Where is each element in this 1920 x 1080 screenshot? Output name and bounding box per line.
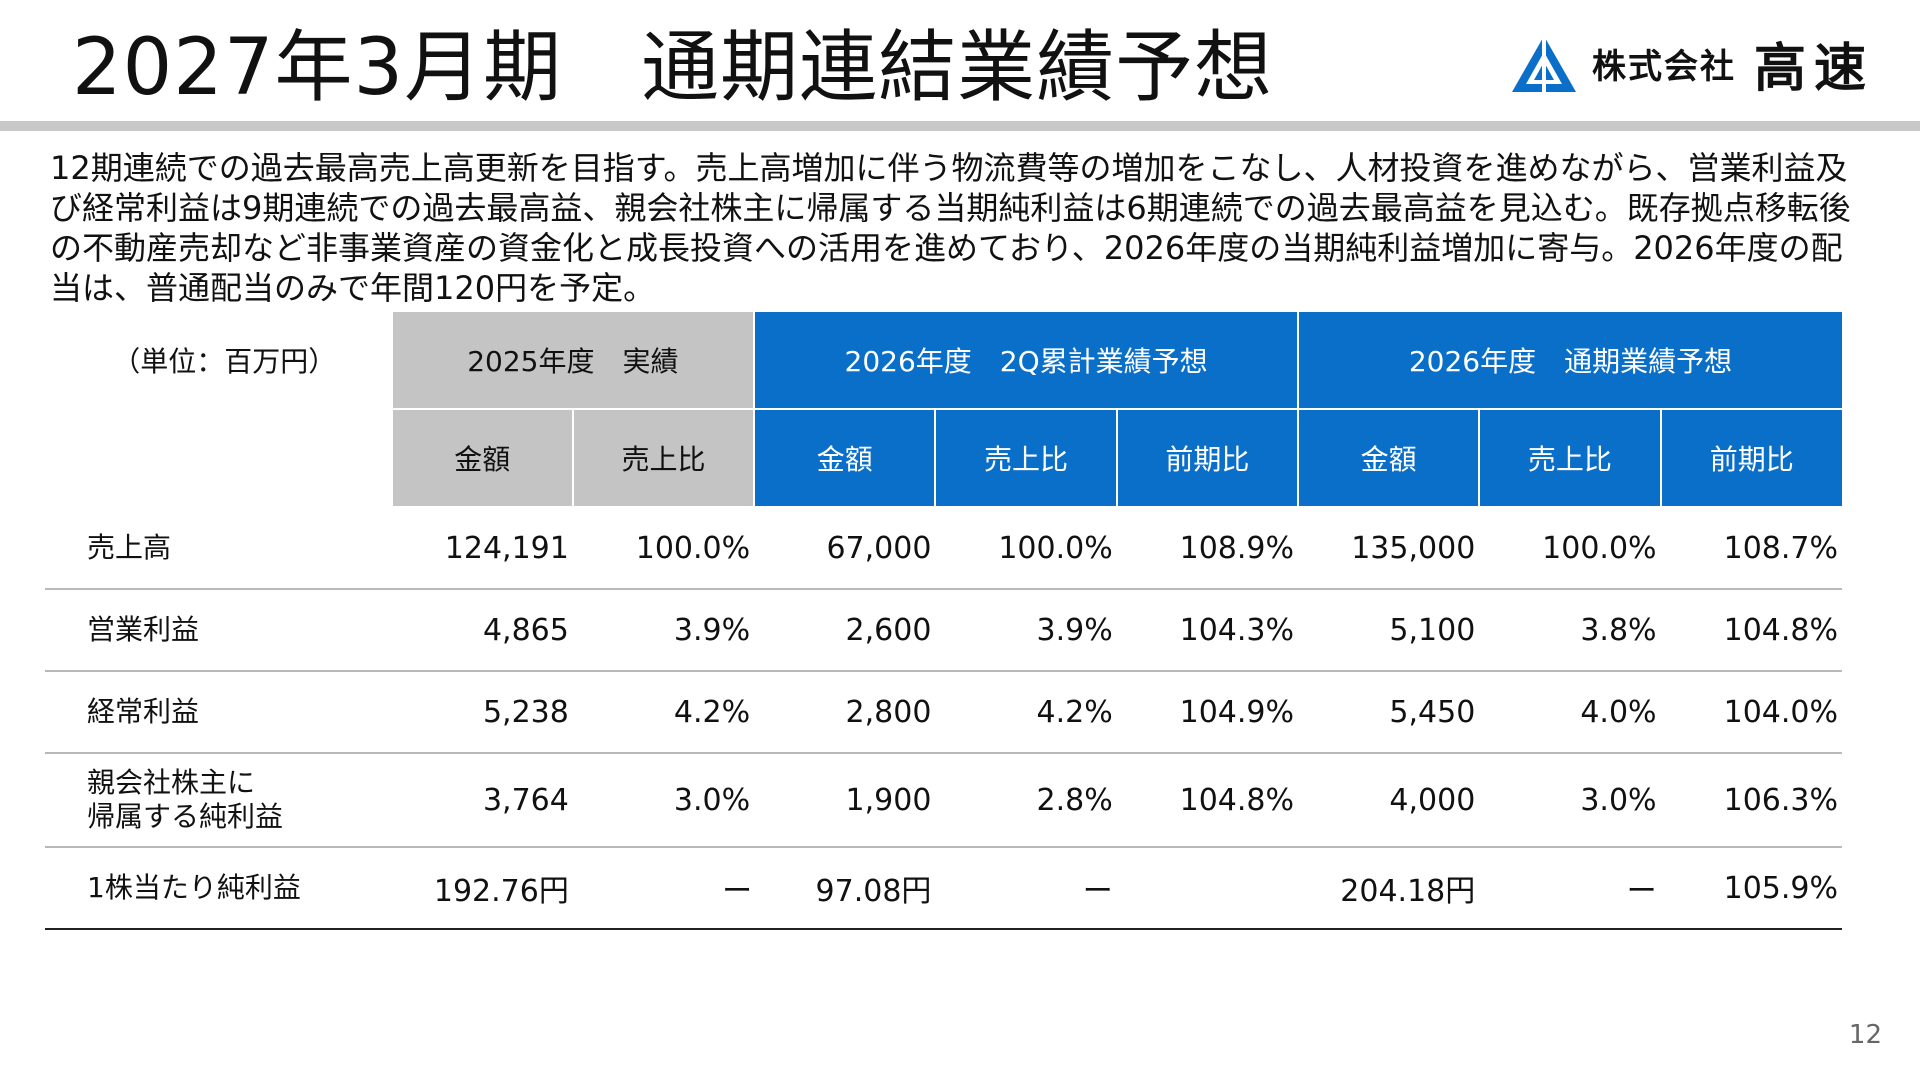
unit-label: （単位：百万円） (44, 312, 392, 410)
table-cell: 104.0% (1660, 671, 1842, 754)
table-cell: 106.3% (1660, 753, 1842, 848)
row-label: 親会社株主に 帰属する純利益 (45, 753, 392, 848)
table-cell: 4.2% (935, 671, 1117, 754)
row-label: 営業利益 (45, 589, 392, 672)
table-cell (1116, 847, 1298, 930)
table-cell: 3.0% (572, 753, 755, 848)
page-number: 12 (1848, 1020, 1882, 1050)
table-cell: 3.0% (1479, 753, 1661, 848)
col-header-sales-ratio: 売上比 (571, 409, 755, 508)
table-cell: 104.9% (1116, 671, 1298, 754)
table-cell: 105.9% (1660, 847, 1842, 930)
table-cell: ー (1479, 847, 1661, 930)
col-header-sales-ratio: 売上比 (1478, 409, 1661, 508)
table-cell: 104.8% (1660, 589, 1842, 672)
header-blank (44, 409, 392, 508)
table-cell: 4,865 (391, 589, 573, 672)
title-divider (0, 121, 1920, 131)
row-label: 1株当たり純利益 (45, 847, 392, 930)
group-header-2q-forecast: 2026年度 2Q累計業績予想 (753, 312, 1298, 410)
row-label: 売上高 (45, 507, 392, 590)
table-cell: 104.8% (1116, 753, 1298, 848)
table-row-net-income: 親会社株主に 帰属する純利益 3,764 3.0% 1,900 2.8% 104… (45, 753, 1842, 848)
table-cell: 3.9% (935, 589, 1117, 672)
page-title: 2027年3月期 通期連結業績予想 (72, 23, 1274, 113)
table-cell: 2,600 (754, 589, 936, 672)
forecast-table: （単位：百万円） 2025年度 実績 2026年度 2Q累計業績予想 2026年… (44, 312, 1842, 930)
forecast-summary: 12期連続での過去最高売上高更新を目指す。売上高増加に伴う物流費等の増加をこなし… (50, 149, 1851, 307)
company-logo: 株式会社 高速 (1510, 26, 1874, 101)
table-cell: 4.2% (572, 671, 755, 754)
table-cell: 135,000 (1298, 507, 1480, 590)
col-header-amount: 金額 (753, 409, 936, 508)
table-cell: 104.3% (1116, 589, 1298, 672)
col-header-sales-ratio: 売上比 (934, 409, 1117, 508)
group-header-full-forecast: 2026年度 通期業績予想 (1297, 312, 1842, 410)
table-cell: 2.8% (935, 753, 1117, 848)
table-cell: 1,900 (754, 753, 936, 848)
table-row-eps: 1株当たり純利益 192.76円 ー 97.08円 ー 204.18円 ー 10… (45, 847, 1842, 930)
table-row-ordinary-profit: 経常利益 5,238 4.2% 2,800 4.2% 104.9% 5,450 … (45, 671, 1842, 754)
table-cell: 100.0% (572, 507, 755, 590)
group-header-actual: 2025年度 実績 (390, 312, 755, 410)
table-cell: 3.9% (572, 589, 755, 672)
col-header-yoy: 前期比 (1115, 409, 1298, 508)
logo-company-type: 株式会社 (1592, 47, 1736, 87)
table-cell: 5,450 (1298, 671, 1480, 754)
table-cell: 192.76円 (391, 847, 573, 930)
triangle-logo-icon (1512, 35, 1576, 92)
table-cell: 2,800 (754, 671, 936, 754)
table-cell: 5,238 (391, 671, 573, 754)
table-cell: 67,000 (754, 507, 936, 590)
table-cell: 3.8% (1479, 589, 1661, 672)
table-cell: 4,000 (1298, 753, 1480, 848)
table-cell: 97.08円 (754, 847, 936, 930)
table-cell: ー (935, 847, 1117, 930)
col-header-yoy: 前期比 (1659, 409, 1842, 508)
table-cell: 3,764 (391, 753, 573, 848)
col-header-amount: 金額 (1296, 409, 1480, 508)
table-cell: 5,100 (1298, 589, 1480, 672)
logo-company-name: 高速 (1754, 39, 1875, 99)
col-header-amount: 金額 (390, 409, 573, 508)
table-row-sales: 売上高 124,191 100.0% 67,000 100.0% 108.9% … (45, 507, 1842, 590)
table-cell: 124,191 (391, 507, 573, 590)
table-cell: 108.9% (1116, 507, 1298, 590)
table-cell: 4.0% (1479, 671, 1661, 754)
row-label: 経常利益 (45, 671, 392, 754)
table-row-operating-profit: 営業利益 4,865 3.9% 2,600 3.9% 104.3% 5,100 … (45, 589, 1842, 672)
table-cell: 100.0% (1479, 507, 1661, 590)
table-cell: 204.18円 (1298, 847, 1480, 930)
table-cell: 100.0% (935, 507, 1117, 590)
table-cell: 108.7% (1660, 507, 1842, 590)
table-cell: ー (572, 847, 755, 930)
